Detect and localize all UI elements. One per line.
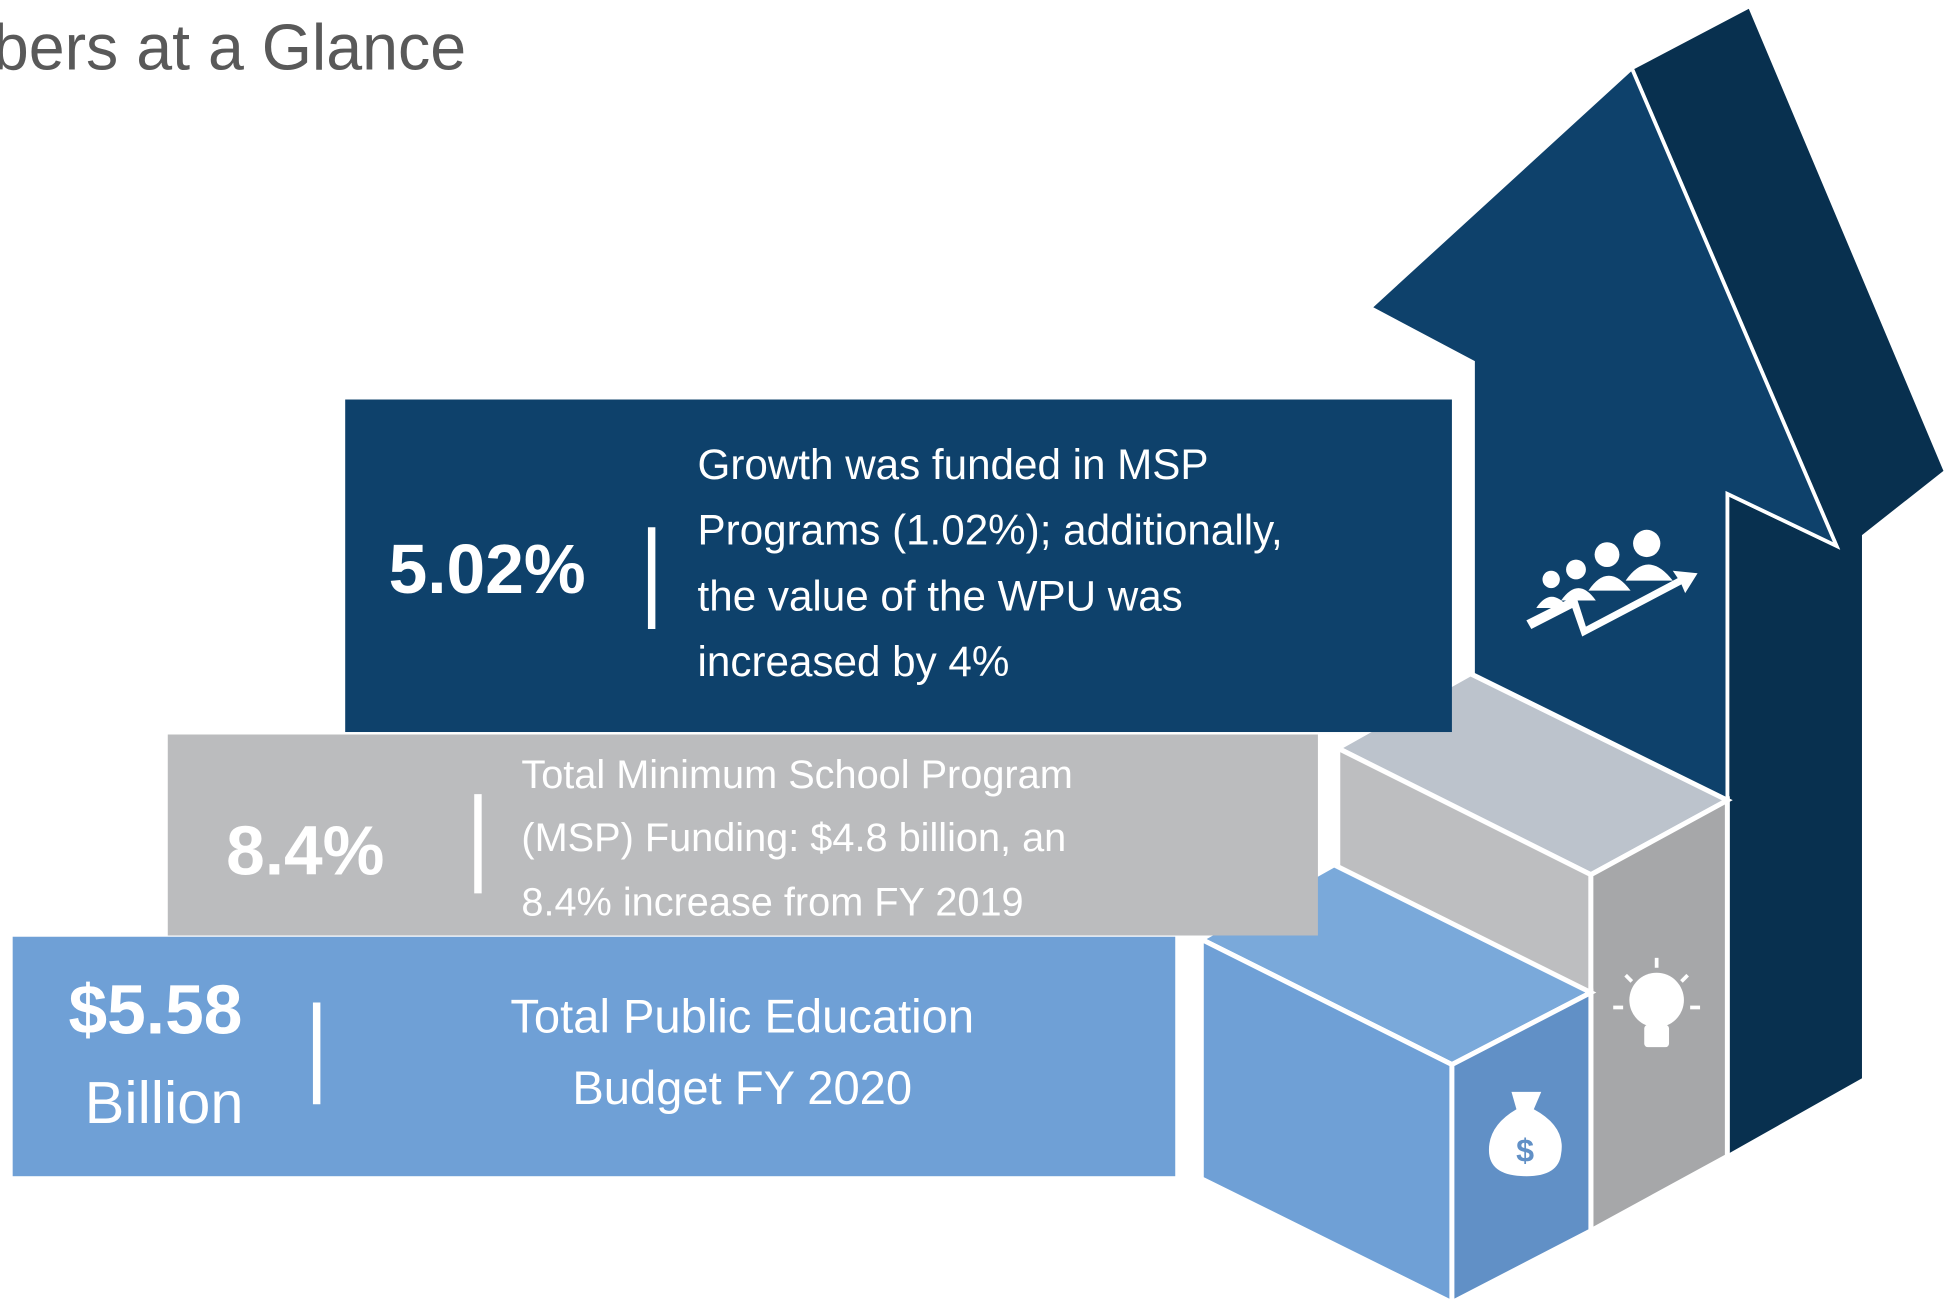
dollar-glyph: $ xyxy=(1516,1132,1534,1168)
description-line: the value of the WPU was xyxy=(698,572,1183,619)
description-line: Total Minimum School Program xyxy=(521,753,1072,797)
band-gray xyxy=(167,734,1318,936)
description-line: Programs (1.02%); additionally, xyxy=(698,507,1283,554)
stat-unit: Billion xyxy=(85,1069,244,1136)
stat: $5.58 xyxy=(69,971,243,1049)
stat: 5.02% xyxy=(389,530,586,608)
description-line: increased by 4% xyxy=(698,638,1010,685)
bulb-icon xyxy=(1613,957,1701,1048)
description-line: 8.4% increase from FY 2019 xyxy=(521,881,1023,925)
description-line: Budget FY 2020 xyxy=(572,1061,912,1114)
people-icon xyxy=(1526,529,1698,637)
band-blue xyxy=(12,936,1176,1177)
band-dark xyxy=(345,399,1452,733)
money-icon: $ xyxy=(1488,1091,1562,1177)
description-line: Growth was funded in MSP xyxy=(698,441,1209,488)
description-line: (MSP) Funding: $4.8 billion, an xyxy=(521,816,1066,860)
description-line: Total Public Education xyxy=(510,989,974,1042)
title: bers at a Glance xyxy=(0,11,466,83)
stat: 8.4% xyxy=(226,812,384,890)
